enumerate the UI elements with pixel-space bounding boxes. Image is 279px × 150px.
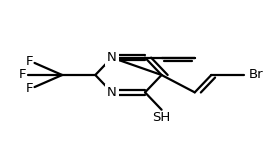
Text: Br: Br <box>249 69 263 81</box>
Text: N: N <box>107 86 117 99</box>
Text: F: F <box>26 82 33 96</box>
Text: SH: SH <box>152 111 171 124</box>
Text: F: F <box>19 69 27 81</box>
Text: F: F <box>26 54 33 68</box>
Text: N: N <box>107 51 117 64</box>
